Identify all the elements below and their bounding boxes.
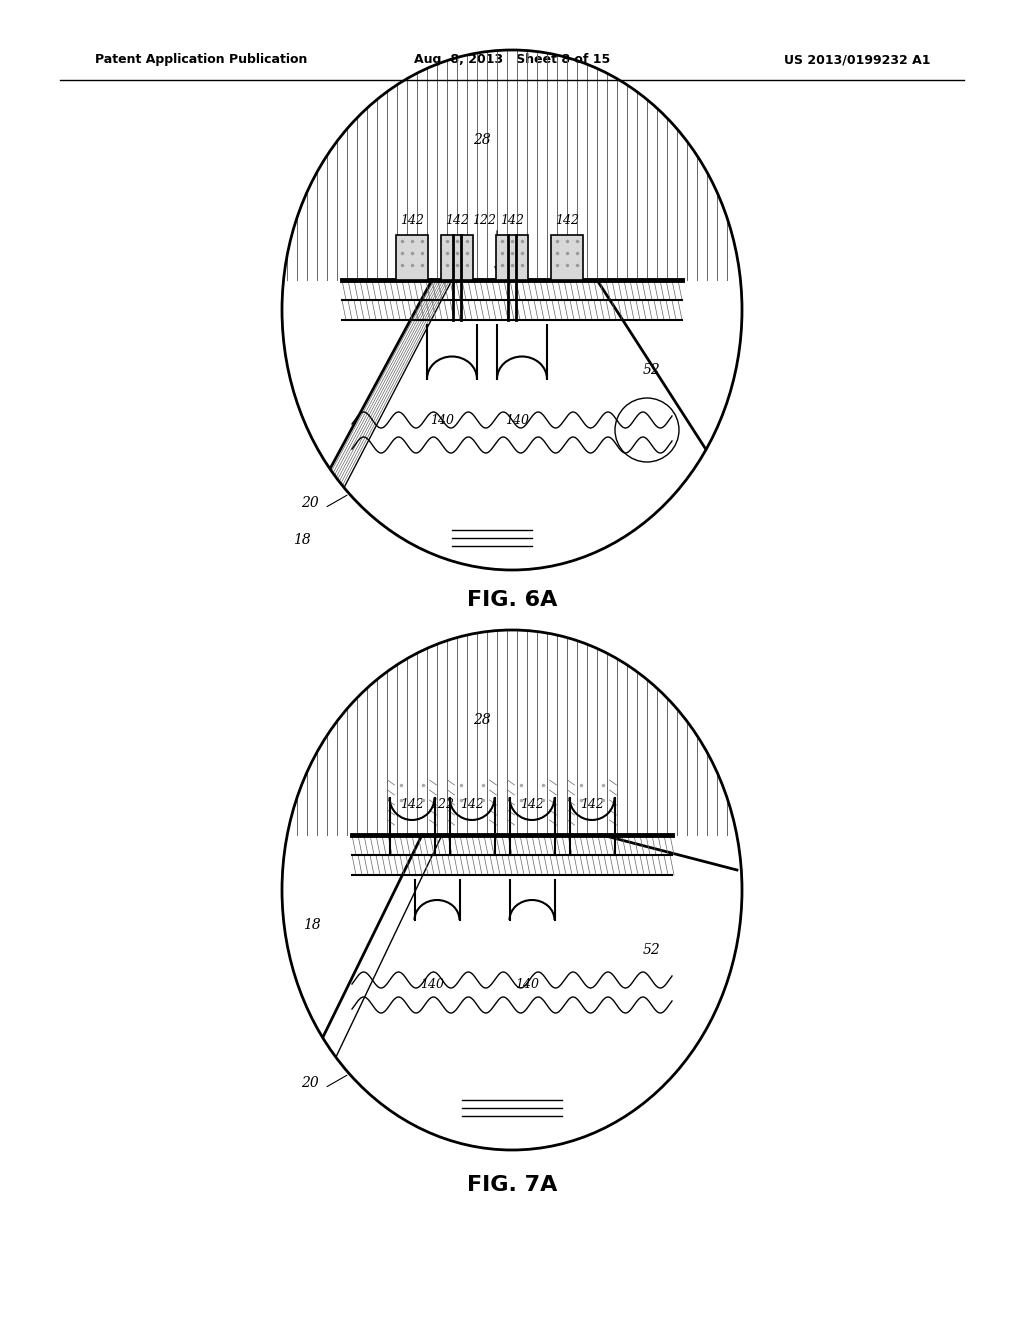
- Text: 142: 142: [400, 214, 424, 227]
- Text: 18: 18: [293, 533, 311, 546]
- Text: US 2013/0199232 A1: US 2013/0199232 A1: [783, 54, 930, 66]
- FancyBboxPatch shape: [496, 235, 528, 280]
- Text: 142: 142: [460, 799, 484, 812]
- Text: FIG. 7A: FIG. 7A: [467, 1175, 557, 1195]
- Text: 122: 122: [430, 799, 454, 812]
- Text: 142: 142: [555, 214, 579, 227]
- Text: 142: 142: [445, 214, 469, 227]
- Text: 140: 140: [505, 413, 529, 426]
- Text: 140: 140: [430, 413, 454, 426]
- Text: 20: 20: [301, 496, 318, 510]
- Text: Patent Application Publication: Patent Application Publication: [95, 54, 307, 66]
- FancyBboxPatch shape: [396, 235, 428, 280]
- Text: Aug. 8, 2013   Sheet 8 of 15: Aug. 8, 2013 Sheet 8 of 15: [414, 54, 610, 66]
- Text: 122: 122: [472, 214, 496, 227]
- Text: 52: 52: [643, 942, 660, 957]
- Text: 140: 140: [515, 978, 539, 991]
- Text: 18: 18: [303, 917, 321, 932]
- Text: 52: 52: [643, 363, 660, 378]
- Text: 140: 140: [420, 978, 444, 991]
- Text: 28: 28: [473, 713, 490, 727]
- Text: FIG. 6A: FIG. 6A: [467, 590, 557, 610]
- Text: 142: 142: [500, 214, 524, 227]
- Text: 28: 28: [473, 133, 490, 147]
- Text: 142: 142: [520, 799, 544, 812]
- FancyBboxPatch shape: [551, 235, 583, 280]
- Text: 20: 20: [301, 1076, 318, 1090]
- Text: 142: 142: [580, 799, 604, 812]
- FancyBboxPatch shape: [441, 235, 473, 280]
- Text: 142: 142: [400, 799, 424, 812]
